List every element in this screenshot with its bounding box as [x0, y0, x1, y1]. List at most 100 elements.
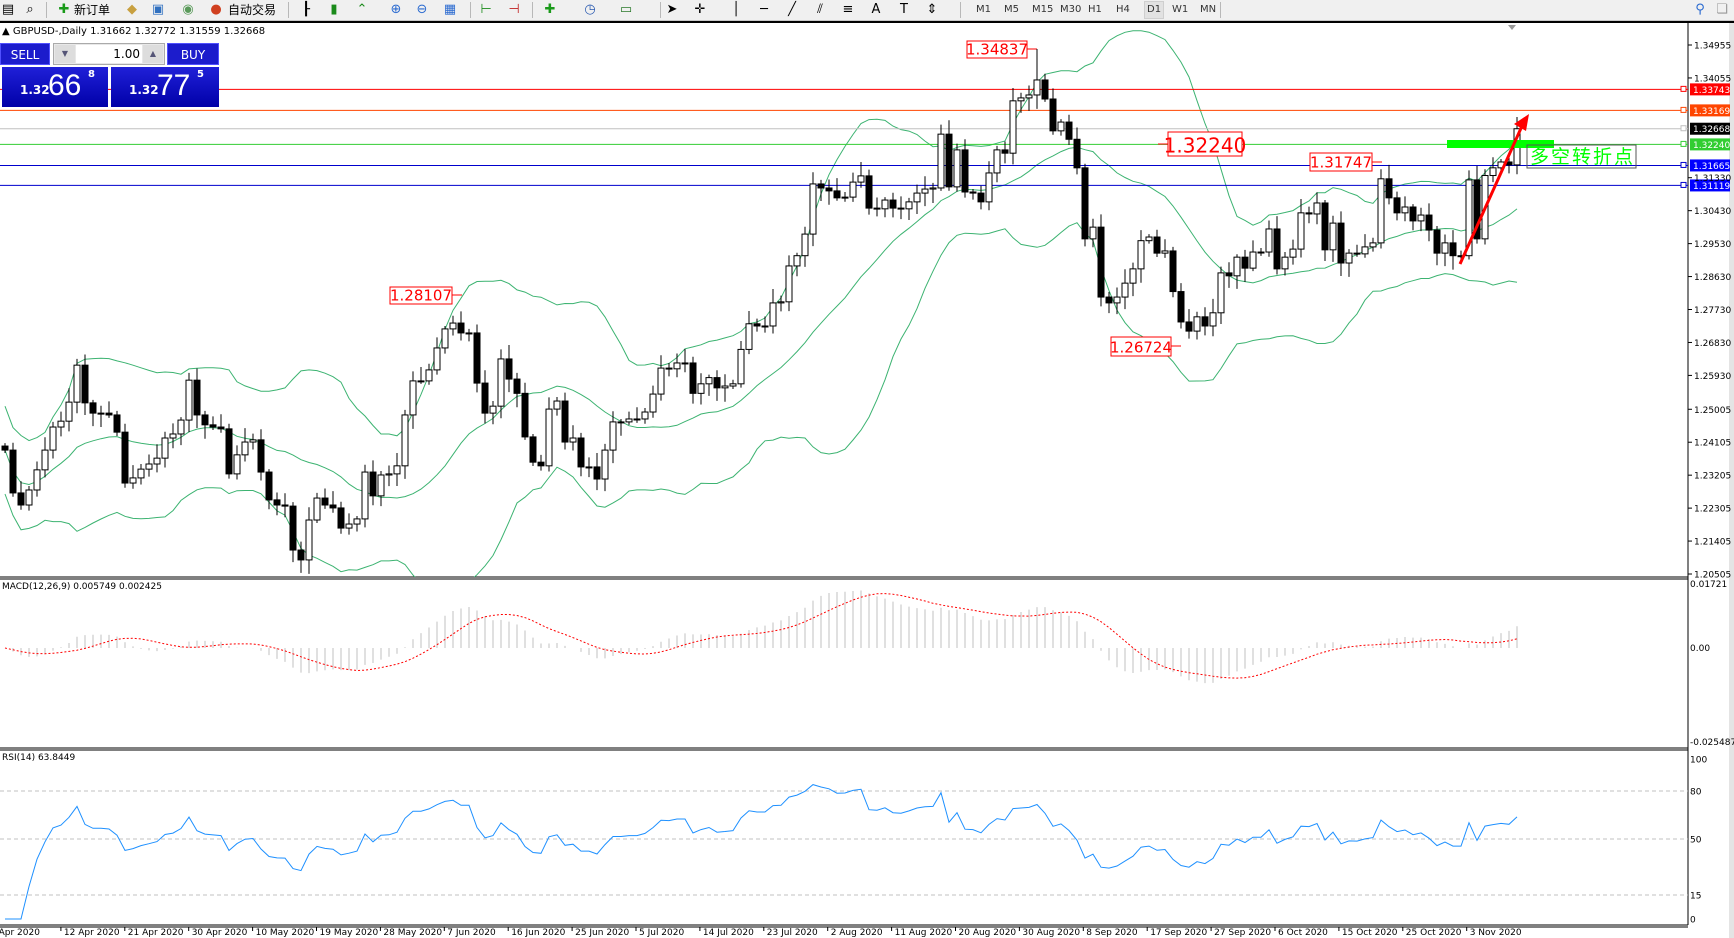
market-watch-icon[interactable]: ◆: [127, 2, 137, 17]
decrease-lot-icon[interactable]: ▼: [55, 45, 75, 63]
timeframe-mn[interactable]: MN: [1200, 4, 1217, 15]
candle-body-bear: [529, 436, 537, 463]
candle-body-bull: [793, 255, 801, 267]
candle: [1, 443, 9, 454]
candle: [345, 513, 353, 535]
candle: [609, 411, 617, 464]
candle: [1177, 283, 1185, 329]
candle-body-bull: [993, 149, 1001, 174]
candle-body-bull: [377, 474, 385, 497]
zoom-in-icon[interactable]: ⊕: [390, 2, 402, 17]
fibonacci-icon[interactable]: ≡: [842, 2, 854, 17]
candlestick-chart-icon[interactable]: ▮: [330, 2, 338, 17]
candle: [1401, 196, 1409, 222]
vertical-line-icon[interactable]: │: [732, 2, 740, 17]
candle: [593, 453, 601, 491]
candle: [1249, 240, 1257, 272]
profiles-icon[interactable]: ▤: [1, 2, 15, 17]
candle-body-bear: [1081, 167, 1089, 240]
candle-body-bear: [265, 471, 273, 501]
candle: [1289, 239, 1297, 265]
line-handle-icon: [1680, 181, 1687, 188]
autoscroll-icon[interactable]: ⊣: [508, 2, 520, 17]
candle: [1433, 226, 1441, 266]
timeframe-h4[interactable]: H4: [1116, 4, 1130, 15]
sell-button[interactable]: SELL: [0, 43, 50, 65]
candle: [889, 192, 897, 218]
candle-body-bull: [49, 426, 57, 451]
templates-icon[interactable]: ▭: [619, 2, 633, 17]
candle-body-bear: [1049, 98, 1057, 132]
candle-body-bull: [1145, 236, 1153, 242]
chart-shift-icon[interactable]: ⊢: [480, 2, 492, 17]
timeframe-m15[interactable]: M15: [1032, 4, 1054, 15]
timeframe-m1[interactable]: M1: [976, 4, 991, 15]
candle: [953, 143, 961, 192]
zoom-search-icon[interactable]: ⌕: [26, 2, 34, 17]
candle-body-bear: [297, 549, 305, 561]
candle: [841, 191, 849, 202]
price-axis-label: 1.22305: [1694, 505, 1731, 515]
candle-body-bull: [465, 332, 473, 335]
candle: [337, 501, 345, 534]
candle-body-bear: [961, 149, 969, 193]
candle: [1321, 200, 1329, 261]
candle-body-bear: [113, 414, 121, 433]
candle: [1257, 248, 1265, 256]
text-label-icon[interactable]: T: [900, 2, 908, 17]
lot-size-input[interactable]: [76, 45, 142, 63]
tile-windows-icon[interactable]: ▦: [443, 2, 457, 17]
timeframe-d1[interactable]: D1: [1144, 1, 1165, 19]
price-line-label-bg: [1690, 179, 1730, 192]
candle-body-bear: [1001, 149, 1009, 154]
candle-body-bull: [433, 347, 441, 371]
candle: [377, 470, 385, 507]
text-icon[interactable]: A: [871, 2, 881, 17]
candle: [873, 197, 881, 217]
bar-chart-icon[interactable]: ┠: [302, 2, 310, 17]
line-chart-icon[interactable]: ⌃: [356, 2, 368, 17]
increase-lot-icon[interactable]: ▲: [143, 45, 163, 63]
candle: [201, 410, 209, 439]
buy-price-fraction: 5: [197, 69, 204, 80]
cursor-icon[interactable]: ➤: [666, 2, 678, 17]
candle-body-bull: [1129, 268, 1137, 284]
navigator-icon[interactable]: ▣: [151, 2, 165, 17]
new-order-icon[interactable]: ✚: [58, 2, 70, 17]
macd-signal-line: [4, 593, 1518, 679]
buy-button[interactable]: BUY: [167, 43, 219, 65]
sell-price-button[interactable]: 1.32 66 8: [2, 67, 108, 107]
buy-price-button[interactable]: 1.32 77 5: [111, 67, 219, 107]
search-icon[interactable]: ⚲: [1695, 2, 1705, 17]
auto-trading-button[interactable]: 自动交易: [228, 3, 277, 17]
crosshair-icon[interactable]: ✛: [694, 2, 706, 17]
auto-trading-icon[interactable]: ●: [210, 2, 222, 17]
candle: [697, 373, 705, 405]
periods-clock-icon[interactable]: ◷: [584, 2, 596, 17]
indicators-icon[interactable]: ✚: [544, 2, 556, 17]
bollinger-upper-band: [4, 30, 1518, 442]
candle: [489, 401, 497, 425]
new-order-button[interactable]: 新订单: [74, 3, 111, 17]
timeframe-m30[interactable]: M30: [1060, 4, 1082, 15]
timeframe-m5[interactable]: M5: [1004, 4, 1019, 15]
candle: [545, 397, 553, 472]
rsi-axis-label: 100: [1690, 756, 1707, 766]
candle: [1081, 163, 1089, 247]
zoom-out-icon[interactable]: ⊖: [416, 2, 428, 17]
horizontal-line-icon[interactable]: ─: [760, 2, 768, 17]
candle-body-bull: [73, 364, 81, 403]
trendline-icon[interactable]: ╱: [788, 2, 796, 17]
arrows-icon[interactable]: ⇕: [926, 2, 938, 17]
timeframe-w1[interactable]: W1: [1172, 4, 1189, 15]
chat-icon[interactable]: ❏: [1716, 2, 1728, 17]
line-handle-icon: [1680, 106, 1687, 113]
equidistant-channel-icon[interactable]: ⫽: [817, 2, 823, 17]
candle-body-bear: [337, 507, 345, 529]
collapse-triangle-icon[interactable]: ▲: [2, 26, 13, 37]
signals-icon[interactable]: ◉: [182, 2, 194, 17]
candle: [937, 124, 945, 191]
symbol-ohlc-readout: GBPUSD-,Daily 1.31662 1.32772 1.31559 1.…: [12, 26, 266, 37]
candle-body-bear: [369, 471, 377, 497]
timeframe-h1[interactable]: H1: [1088, 4, 1102, 15]
